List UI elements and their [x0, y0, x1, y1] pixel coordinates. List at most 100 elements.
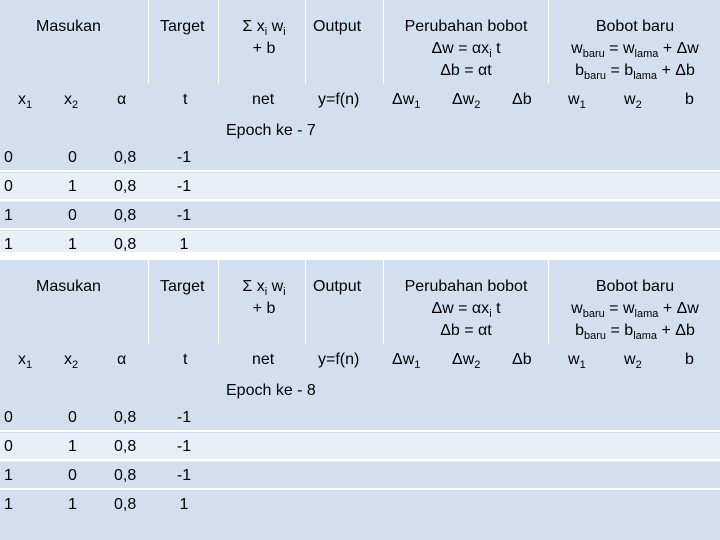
header-sum-bias: + b — [252, 300, 276, 317]
cell-target: 1 — [179, 496, 189, 513]
column-labels: x1 x2 α t net y=f(n) Δw1 Δw2 Δb w1 w2 b — [0, 84, 720, 116]
col-x2: x2 — [64, 351, 79, 371]
header-dw-formula: Δw = αxi t — [431, 300, 501, 320]
header-divider — [383, 0, 384, 84]
col-alpha: α — [117, 91, 127, 108]
row-divider — [0, 459, 720, 461]
col-t: t — [183, 91, 188, 108]
cell-target: -1 — [176, 178, 192, 195]
col-y: y=f(n) — [318, 91, 360, 108]
table-row: 0 1 0,8 -1 — [0, 433, 720, 462]
row-divider — [0, 170, 720, 172]
header-divider — [383, 260, 384, 344]
cell-x2: 1 — [68, 496, 77, 513]
header-divider — [548, 0, 549, 84]
cell-x1: 1 — [4, 236, 13, 253]
header-target: Target — [160, 278, 205, 295]
col-dw2: Δw2 — [452, 91, 481, 111]
cell-alpha: 0,8 — [114, 467, 137, 484]
cell-x2: 0 — [68, 207, 77, 224]
cell-alpha: 0,8 — [114, 496, 137, 513]
header-divider — [218, 260, 219, 344]
header-sum: Σ xi wi — [242, 18, 286, 38]
header-db-formula: Δb = αt — [440, 62, 492, 79]
col-net: net — [252, 91, 275, 108]
cell-alpha: 0,8 — [114, 207, 137, 224]
cell-x2: 0 — [68, 467, 77, 484]
cell-alpha: 0,8 — [114, 438, 137, 455]
cell-alpha: 0,8 — [114, 149, 137, 166]
bottom-strip — [0, 520, 720, 540]
header-divider — [148, 0, 149, 84]
header-bobot-baru: Bobot baru — [595, 18, 675, 35]
cell-x2: 0 — [68, 409, 77, 426]
col-b: b — [685, 91, 694, 108]
header-b-update: bbaru = blama + Δb — [575, 322, 695, 342]
table-row: 0 1 0,8 -1 — [0, 173, 720, 202]
col-w1: w1 — [568, 91, 586, 111]
epoch-row: Epoch ke - 7 — [0, 116, 720, 144]
table-row: 1 1 0,8 1 — [0, 491, 720, 520]
header-target: Target — [160, 18, 205, 35]
cell-target: 1 — [179, 236, 189, 253]
header-bobot-baru: Bobot baru — [595, 278, 675, 295]
row-divider — [0, 430, 720, 432]
col-y: y=f(n) — [318, 351, 360, 368]
header-w-update: wbaru = wlama + Δw — [571, 300, 699, 320]
cell-x1: 0 — [4, 438, 13, 455]
header-db-formula: Δb = αt — [440, 322, 492, 339]
cell-x2: 1 — [68, 178, 77, 195]
col-t: t — [183, 351, 188, 368]
header-masukan: Masukan — [36, 278, 101, 295]
col-net: net — [252, 351, 275, 368]
col-x1: x1 — [18, 91, 33, 111]
cell-x1: 1 — [4, 207, 13, 224]
col-db: Δb — [512, 91, 532, 108]
header-perubahan: Perubahan bobot — [404, 18, 528, 35]
header-divider — [148, 260, 149, 344]
cell-alpha: 0,8 — [114, 236, 137, 253]
header-masukan: Masukan — [36, 18, 101, 35]
col-db: Δb — [512, 351, 532, 368]
header-output: Output — [313, 278, 362, 295]
epoch-row: Epoch ke - 8 — [0, 376, 720, 404]
epoch-label: Epoch ke - 7 — [226, 122, 316, 139]
col-x2: x2 — [64, 91, 79, 111]
header-sum-bias: + b — [252, 40, 276, 57]
header-band: Masukan Target Σ xi wi + b Output Perubahan b… — [0, 0, 720, 84]
header-perubahan: Perubahan bobot — [404, 278, 528, 295]
table-gap — [0, 252, 720, 260]
table-row: 0 0 0,8 -1 — [0, 404, 720, 433]
cell-x2: 0 — [68, 149, 77, 166]
column-labels: x1 x2 α t net y=f(n) Δw1 Δw2 Δb w1 w2 b — [0, 344, 720, 376]
cell-x1: 1 — [4, 496, 13, 513]
col-w2: w2 — [624, 91, 642, 111]
cell-target: -1 — [176, 438, 192, 455]
epoch-label: Epoch ke - 8 — [226, 382, 316, 399]
header-divider — [218, 0, 219, 84]
header-divider — [305, 260, 306, 344]
cell-x2: 1 — [68, 236, 77, 253]
cell-target: -1 — [176, 467, 192, 484]
row-divider — [0, 199, 720, 201]
cell-alpha: 0,8 — [114, 178, 137, 195]
col-w2: w2 — [624, 351, 642, 371]
header-divider — [548, 260, 549, 344]
cell-target: -1 — [176, 207, 192, 224]
table-row: 1 0 0,8 -1 — [0, 462, 720, 491]
cell-x1: 0 — [4, 409, 13, 426]
row-divider — [0, 488, 720, 490]
cell-x2: 1 — [68, 438, 77, 455]
cell-x1: 0 — [4, 149, 13, 166]
header-band: Masukan Target Σ xi wi + b Output Perubahan b… — [0, 260, 720, 344]
table-row: 1 0 0,8 -1 — [0, 202, 720, 231]
cell-x1: 0 — [4, 178, 13, 195]
cell-alpha: 0,8 — [114, 409, 137, 426]
row-divider — [0, 228, 720, 230]
header-dw-formula: Δw = αxi t — [431, 40, 501, 60]
cell-x1: 1 — [4, 467, 13, 484]
col-w1: w1 — [568, 351, 586, 371]
header-sum: Σ xi wi — [242, 278, 286, 298]
header-divider — [305, 0, 306, 84]
col-dw1: Δw1 — [392, 351, 421, 371]
